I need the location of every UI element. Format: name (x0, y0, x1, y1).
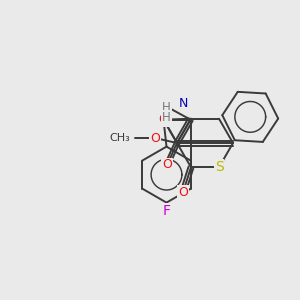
Text: O: O (178, 186, 188, 199)
Text: S: S (214, 160, 224, 174)
Text: N: N (178, 97, 188, 110)
Text: O: O (159, 113, 168, 126)
Text: H: H (162, 111, 171, 124)
Text: CH₃: CH₃ (109, 133, 130, 143)
Text: O: O (162, 158, 172, 172)
Text: O: O (150, 131, 160, 145)
Text: F: F (163, 204, 170, 218)
Text: H: H (162, 101, 171, 114)
